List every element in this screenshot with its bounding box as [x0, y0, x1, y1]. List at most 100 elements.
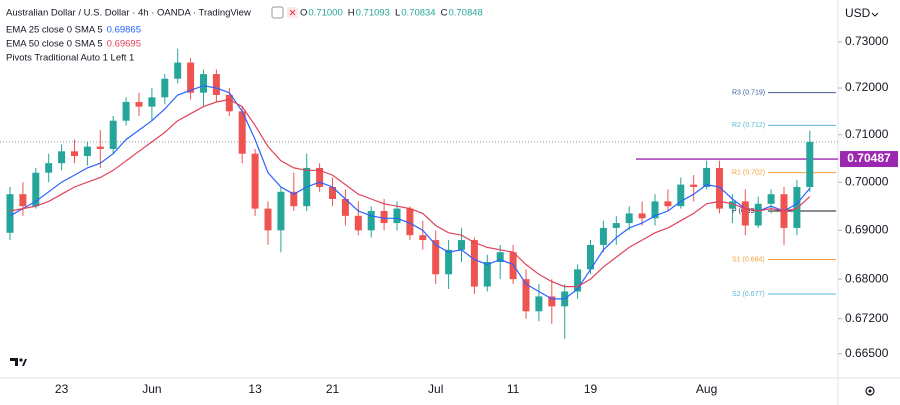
- x-tick-label: 19: [584, 382, 598, 396]
- candle-body: [496, 252, 504, 263]
- candle-body: [161, 78, 169, 98]
- ohlc-key: C: [441, 8, 448, 19]
- x-tick-label: Aug: [696, 382, 717, 396]
- y-tick-label: 0.68000: [845, 271, 889, 285]
- pivot-label: S2 (0.677): [732, 291, 765, 298]
- x-tick-label: 11: [507, 382, 520, 396]
- candle-body: [354, 215, 362, 231]
- currency-label[interactable]: USD: [845, 6, 871, 20]
- candle-body: [445, 249, 453, 275]
- settings-gear[interactable]: [865, 386, 875, 396]
- ohlc-value: 0.71093: [356, 8, 390, 19]
- candle-body: [728, 201, 736, 209]
- candle-body: [522, 279, 530, 312]
- candle-body: [135, 101, 143, 107]
- candle-body: [187, 62, 195, 93]
- candle-body: [238, 111, 246, 154]
- candle-body: [638, 213, 646, 219]
- toolbar-icons[interactable]: [271, 6, 298, 19]
- ema-line: [9, 98, 811, 288]
- x-tick-label: 21: [326, 382, 340, 396]
- candle-body: [767, 194, 775, 204]
- pivot-label: R1 (0.702): [732, 170, 765, 177]
- eye-icon[interactable]: [271, 6, 284, 19]
- candle-body: [19, 194, 27, 207]
- candle-body: [419, 235, 427, 241]
- candle-body: [316, 167, 324, 188]
- candle-body: [432, 240, 440, 275]
- candle-body: [212, 74, 220, 95]
- candle-body: [574, 269, 582, 292]
- candle-body: [651, 201, 659, 219]
- candle-body: [741, 201, 749, 226]
- candle-body: [96, 146, 104, 149]
- gear-center: [868, 389, 872, 393]
- price-label: 0.70487: [847, 151, 891, 165]
- currency-dropdown[interactable]: [871, 12, 879, 17]
- candle-body: [483, 262, 491, 287]
- candle-body: [148, 97, 156, 107]
- candle-body: [612, 223, 620, 228]
- remove-cross: [289, 9, 296, 16]
- ohlc-key: H: [348, 8, 355, 19]
- candle-body: [277, 191, 285, 231]
- candle-body: [341, 198, 349, 216]
- candle-body: [174, 62, 182, 79]
- pivot-label: S1 (0.684): [732, 256, 765, 263]
- x-tick-label: Jul: [428, 382, 443, 396]
- candle-body: [109, 120, 117, 149]
- ohlc-key: L: [395, 8, 400, 19]
- price-label-box: [840, 151, 898, 168]
- candle-body: [393, 208, 401, 224]
- ohlc-value: 0.70834: [401, 8, 435, 19]
- y-tick-label: 0.72000: [845, 80, 889, 94]
- pivot-label: R3 (0.719): [732, 90, 765, 97]
- gear-ring[interactable]: [865, 386, 875, 396]
- legend: O 0.71000 H 0.71093 L 0.70834 C 0.70848 EMA 25 c…: [6, 8, 483, 64]
- pivot-label: R2 (0.712): [732, 122, 765, 129]
- candle-body: [225, 94, 233, 112]
- candle-body: [32, 172, 40, 207]
- candle-body: [548, 296, 556, 307]
- candle-body: [367, 211, 375, 231]
- candle-body: [264, 208, 272, 231]
- candle-body: [251, 153, 259, 209]
- candle-body: [535, 296, 543, 312]
- indicator-name: EMA 25 close 0 SMA 5: [6, 25, 103, 36]
- chart-title: Australian Dollar / U.S. Dollar · 4h · O…: [6, 8, 251, 19]
- candle-body: [71, 151, 78, 157]
- candle-body: [58, 151, 66, 164]
- x-tick-label: 13: [248, 382, 262, 396]
- y-tick-label: 0.66500: [845, 346, 889, 360]
- candle-body: [690, 184, 698, 188]
- ohlc-value: 0.71000: [308, 8, 342, 19]
- candle-body: [6, 194, 14, 233]
- candle-body: [587, 244, 594, 270]
- y-tick-label: 0.71000: [845, 127, 889, 141]
- ema-line: [9, 85, 811, 300]
- logo-part: [22, 359, 27, 366]
- indicator-name: EMA 50 close 0 SMA 5: [6, 39, 103, 50]
- candle-body: [470, 240, 478, 287]
- ohlc-key: O: [300, 8, 307, 19]
- indicator-value: 0.69695: [107, 39, 141, 50]
- x-tick-label: 23: [55, 382, 69, 396]
- candle-body: [625, 213, 633, 224]
- indicator-name: Pivots Traditional Auto 1 Left 1: [6, 53, 134, 64]
- candle-body: [677, 184, 685, 207]
- candle-body: [664, 201, 672, 207]
- logo-dot: [19, 358, 23, 362]
- x-tick-label: Jun: [142, 382, 161, 396]
- candle-body: [329, 187, 336, 199]
- candle-body: [122, 101, 130, 121]
- candle-body: [83, 146, 91, 157]
- ohlc-value: 0.70848: [448, 8, 482, 19]
- candle-body: [380, 211, 388, 224]
- candle-body: [754, 203, 762, 226]
- y-tick-label: 0.69000: [845, 223, 889, 237]
- y-tick-label: 0.73000: [845, 34, 889, 48]
- candle-body: [509, 252, 517, 280]
- candle-body: [290, 191, 298, 207]
- y-tick-label: 0.67200: [845, 311, 889, 325]
